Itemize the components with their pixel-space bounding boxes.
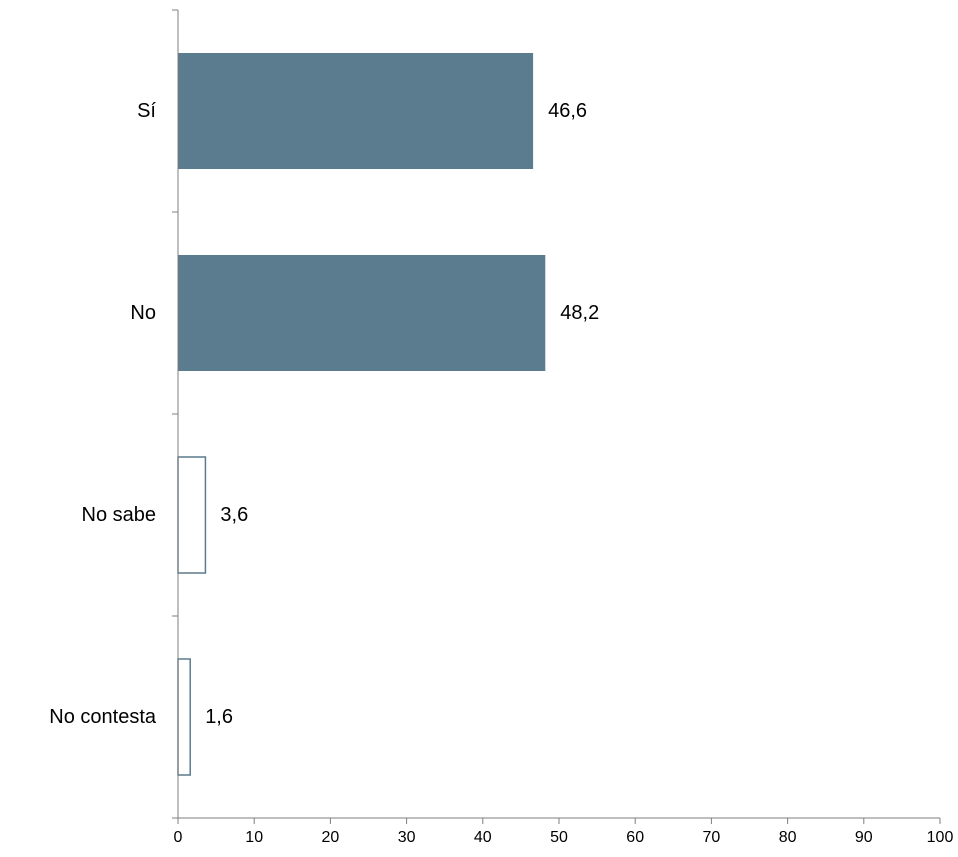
bar-3 [177, 658, 191, 776]
x-tick-label-7: 70 [703, 829, 721, 846]
category-label-0: Sí [137, 100, 156, 122]
x-tick-label-10: 100 [927, 829, 954, 846]
x-tick-label-3: 30 [398, 829, 416, 846]
x-tick-label-1: 10 [245, 829, 263, 846]
x-tick-label-2: 20 [322, 829, 340, 846]
x-tick-label-8: 80 [779, 829, 797, 846]
bar-1 [178, 255, 546, 371]
x-tick-label-5: 50 [550, 829, 568, 846]
x-tick-label-6: 60 [626, 829, 644, 846]
data-label-1: 48,2 [560, 302, 599, 324]
data-label-3: 1,6 [205, 706, 233, 728]
x-tick-label-9: 90 [855, 829, 873, 846]
labels-group: Sí 46,6 No 48,2 No sabe 3,6 No contesta 1,6 0 10 2… [49, 100, 953, 846]
x-tick-label-4: 40 [474, 829, 492, 846]
bar-0 [178, 53, 534, 169]
category-label-1: No [130, 302, 156, 324]
bar-2 [177, 456, 207, 574]
x-tick-label-0: 0 [174, 829, 183, 846]
axes-group [172, 9, 941, 824]
data-label-0: 46,6 [548, 100, 587, 122]
category-label-2: No sabe [82, 504, 157, 526]
bars-group [177, 53, 546, 776]
category-label-3: No contesta [49, 706, 157, 728]
data-label-2: 3,6 [220, 504, 248, 526]
